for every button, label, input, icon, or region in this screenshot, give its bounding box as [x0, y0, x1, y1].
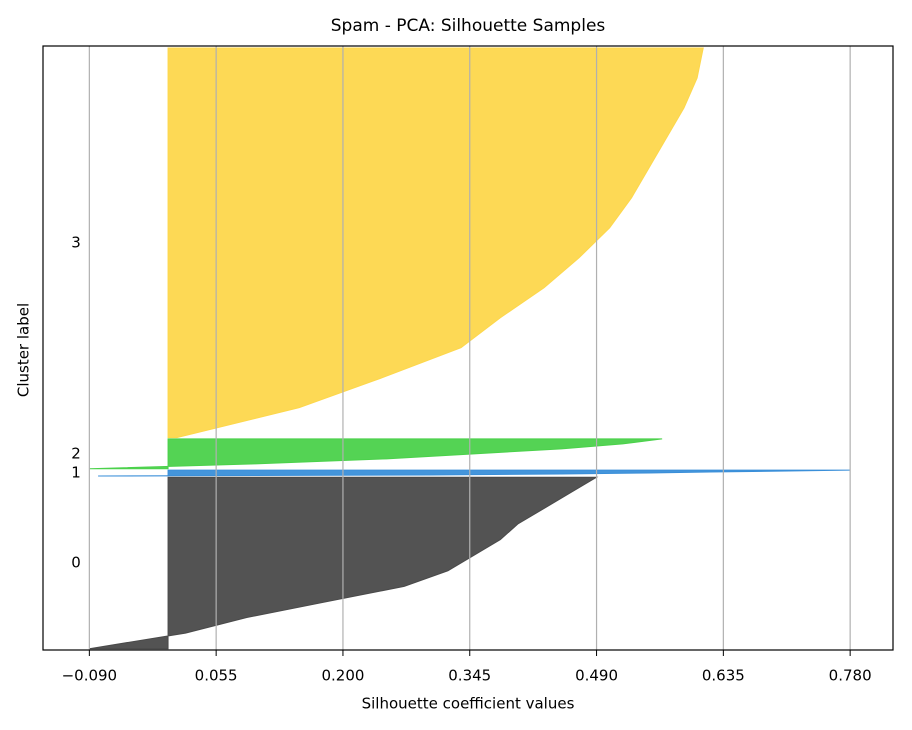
- cluster-label: 2: [71, 444, 81, 462]
- plot-frame: [42, 45, 894, 651]
- x-tick-label: 0.055: [195, 667, 238, 685]
- silhouette-area: [98, 469, 851, 477]
- x-tick-label: 0.780: [829, 667, 872, 685]
- x-tick-label: −0.090: [62, 667, 118, 685]
- x-axis-label: Silhouette coefficient values: [362, 695, 575, 713]
- chart-title: Spam - PCA: Silhouette Samples: [331, 16, 606, 36]
- cluster-label: 3: [71, 233, 81, 251]
- silhouette-area: [89, 438, 663, 470]
- x-tick-label: 0.490: [575, 667, 618, 685]
- x-tick-label: 0.200: [321, 667, 364, 685]
- y-axis-label: Cluster label: [15, 303, 33, 397]
- x-tick-label: 0.345: [448, 667, 491, 685]
- silhouette-area: [167, 47, 704, 439]
- cluster-label: 0: [71, 553, 81, 571]
- x-tick-label: 0.635: [702, 667, 745, 685]
- cluster-label: 1: [71, 464, 81, 482]
